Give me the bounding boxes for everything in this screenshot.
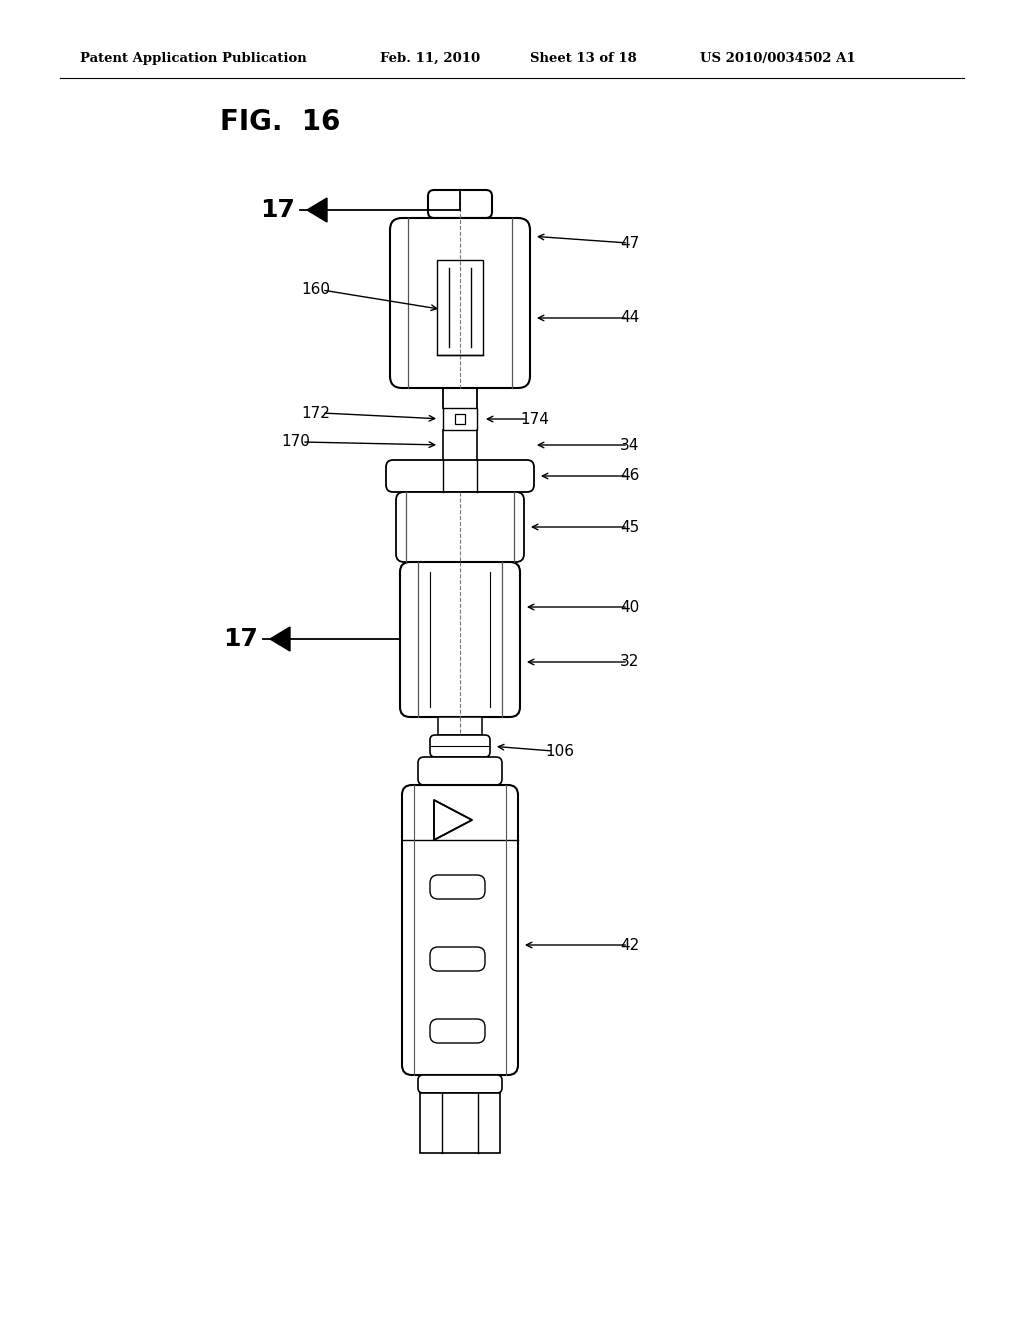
- Text: 106: 106: [545, 743, 574, 759]
- Bar: [420, 1093, 500, 1152]
- Bar: [437, 260, 483, 355]
- Text: 45: 45: [620, 520, 639, 535]
- FancyBboxPatch shape: [418, 1074, 502, 1093]
- Bar: [455, 414, 465, 424]
- Text: 46: 46: [620, 469, 639, 483]
- Text: Sheet 13 of 18: Sheet 13 of 18: [530, 51, 637, 65]
- Text: FIG.  16: FIG. 16: [220, 108, 340, 136]
- FancyBboxPatch shape: [386, 459, 534, 492]
- FancyBboxPatch shape: [430, 1019, 485, 1043]
- Text: 32: 32: [620, 655, 639, 669]
- Bar: [438, 717, 482, 735]
- Text: 160: 160: [301, 282, 330, 297]
- FancyBboxPatch shape: [430, 875, 485, 899]
- Text: 42: 42: [620, 937, 639, 953]
- FancyBboxPatch shape: [396, 492, 524, 562]
- Text: 34: 34: [620, 437, 639, 453]
- Text: 172: 172: [301, 405, 330, 421]
- Text: 170: 170: [282, 434, 310, 450]
- Text: 17: 17: [260, 198, 295, 222]
- FancyBboxPatch shape: [390, 218, 530, 388]
- Text: 47: 47: [620, 235, 639, 251]
- Polygon shape: [307, 198, 327, 222]
- Text: 174: 174: [520, 412, 549, 426]
- Text: 17: 17: [223, 627, 258, 651]
- FancyBboxPatch shape: [418, 756, 502, 785]
- Text: US 2010/0034502 A1: US 2010/0034502 A1: [700, 51, 856, 65]
- Text: 40: 40: [620, 599, 639, 615]
- Bar: [443, 408, 477, 430]
- Text: Feb. 11, 2010: Feb. 11, 2010: [380, 51, 480, 65]
- FancyBboxPatch shape: [428, 190, 492, 218]
- FancyBboxPatch shape: [402, 785, 518, 1074]
- Polygon shape: [270, 627, 290, 651]
- FancyBboxPatch shape: [430, 946, 485, 972]
- FancyBboxPatch shape: [400, 562, 520, 717]
- Text: 44: 44: [620, 310, 639, 326]
- Text: Patent Application Publication: Patent Application Publication: [80, 51, 307, 65]
- FancyBboxPatch shape: [430, 735, 490, 756]
